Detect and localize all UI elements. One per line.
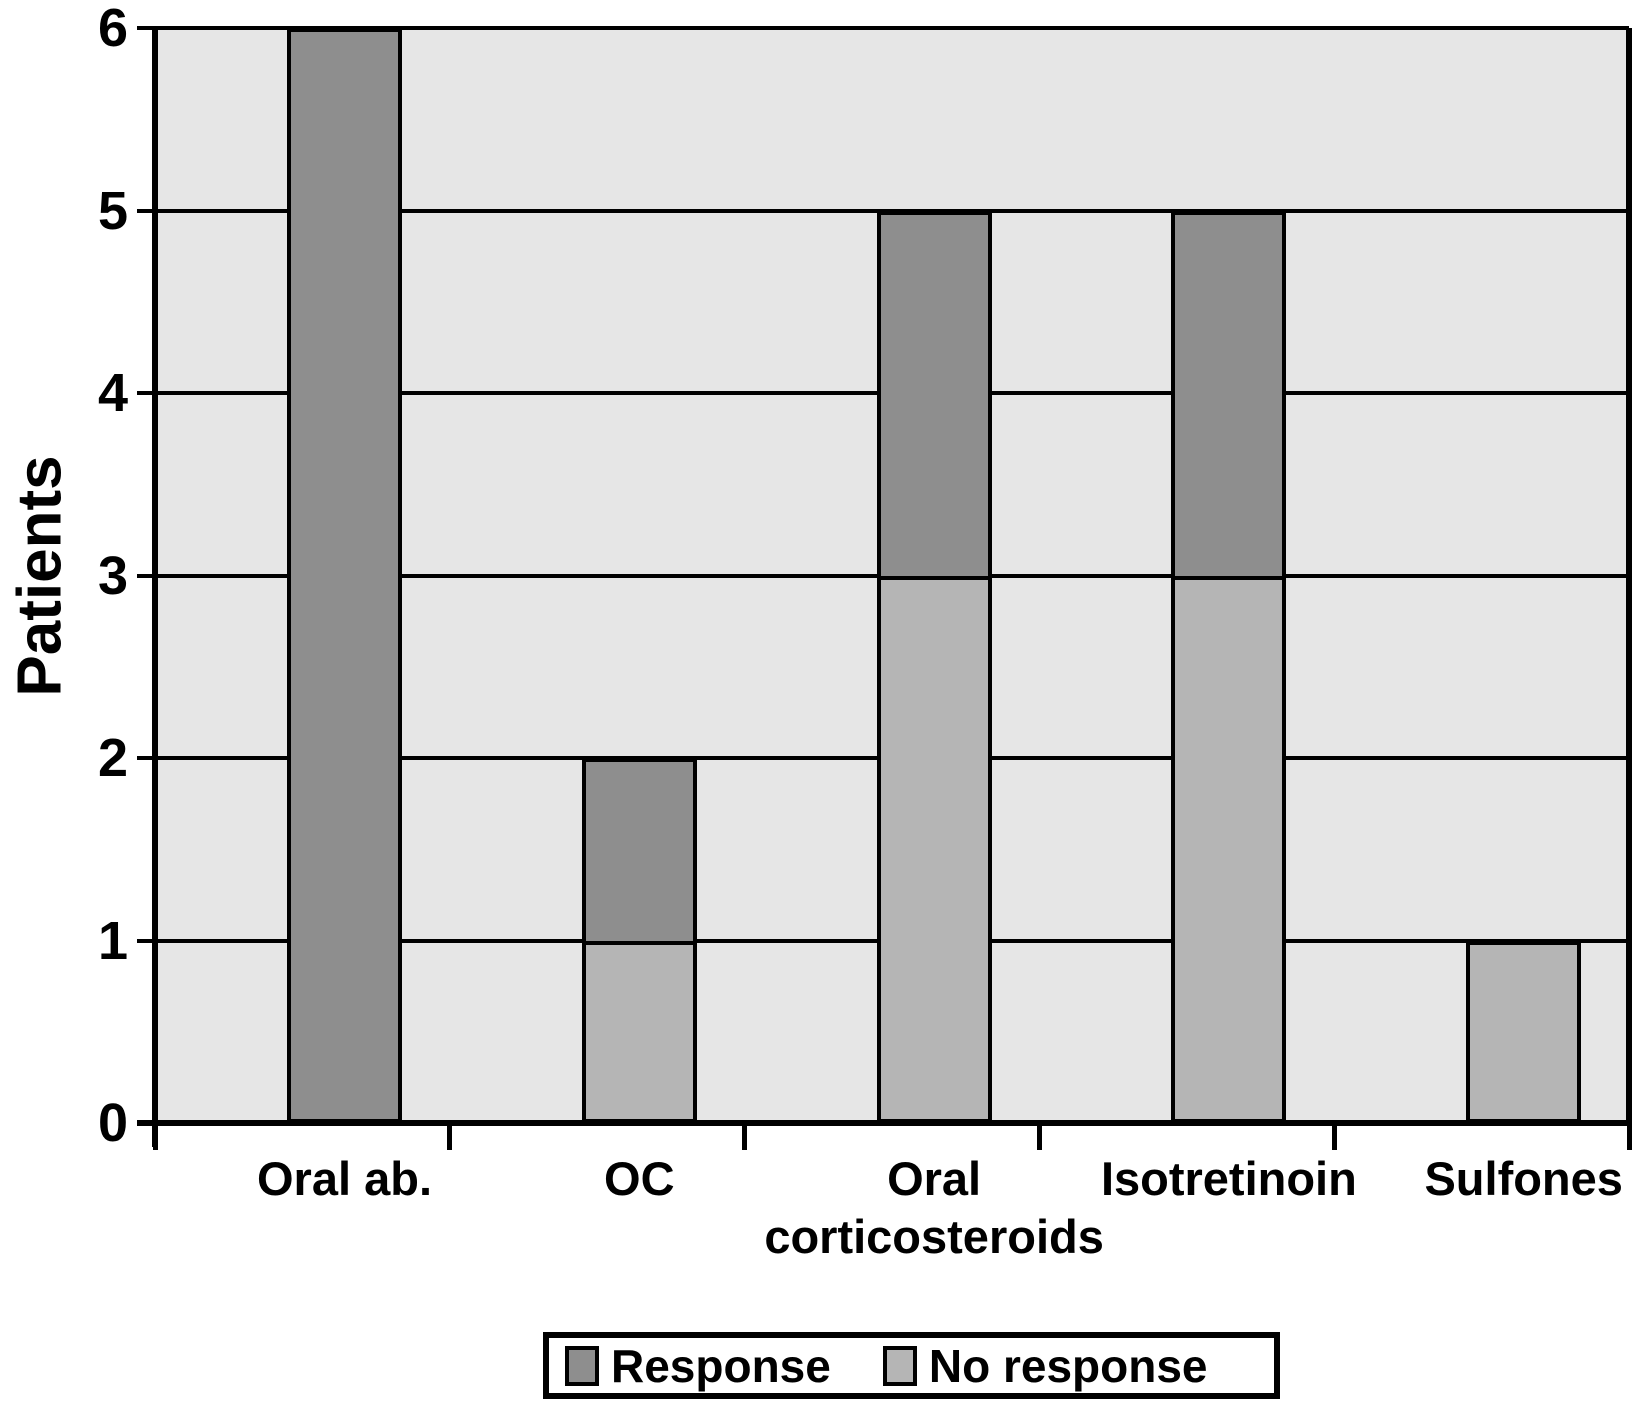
x-category-label-2: OC <box>604 1152 675 1205</box>
plot-right-border <box>1626 28 1632 1123</box>
y-axis-title: Patients <box>5 455 75 697</box>
x-category-label-4: Isotretinoin <box>1100 1152 1357 1205</box>
bar-oral-ab--response <box>287 28 402 1123</box>
bar-isotretinoin-no-response <box>1171 575 1287 1123</box>
bar-oc-no-response <box>581 940 697 1123</box>
legend-label-no-response: No response <box>928 1339 1208 1392</box>
bar-oc-response <box>581 758 697 945</box>
x-category-label-1: Oral ab. <box>256 1152 433 1205</box>
x-category-label-3: Oral corticosteroids <box>764 1152 1104 1263</box>
x-axis <box>137 1120 1632 1126</box>
x-tick-1 <box>447 1123 453 1150</box>
response-color-swatch <box>565 1345 599 1386</box>
y-tick-label-4: 4 <box>97 363 128 423</box>
y-tick-label-1: 1 <box>97 910 128 971</box>
legend-item-no-response: No response <box>882 1339 1208 1392</box>
x-category-label-5: Sulfones <box>1424 1152 1623 1205</box>
x-tick-3 <box>1036 1123 1042 1150</box>
y-tick-label-3: 3 <box>97 545 128 606</box>
bar-oral-response <box>876 210 992 580</box>
y-tick-label-0: 0 <box>97 1093 128 1153</box>
bar-oral-no-response <box>876 575 992 1123</box>
x-tick-4 <box>1331 1123 1337 1150</box>
x-tick-5 <box>1626 1123 1632 1150</box>
y-axis <box>152 28 158 1147</box>
x-tick-2 <box>742 1123 748 1150</box>
gridline-y6 <box>137 26 1629 30</box>
bar-sulfones-no-response <box>1466 940 1582 1123</box>
legend-item-response: Response <box>565 1342 831 1390</box>
legend-box: Response No response <box>543 1332 1280 1399</box>
y-tick-label-5: 5 <box>97 180 128 241</box>
bar-isotretinoin-response <box>1171 210 1287 580</box>
y-tick-label-6: 6 <box>97 0 128 58</box>
no-response-color-swatch <box>882 1345 917 1386</box>
y-tick-label-2: 2 <box>97 728 128 788</box>
legend-label-response: Response <box>611 1339 831 1392</box>
